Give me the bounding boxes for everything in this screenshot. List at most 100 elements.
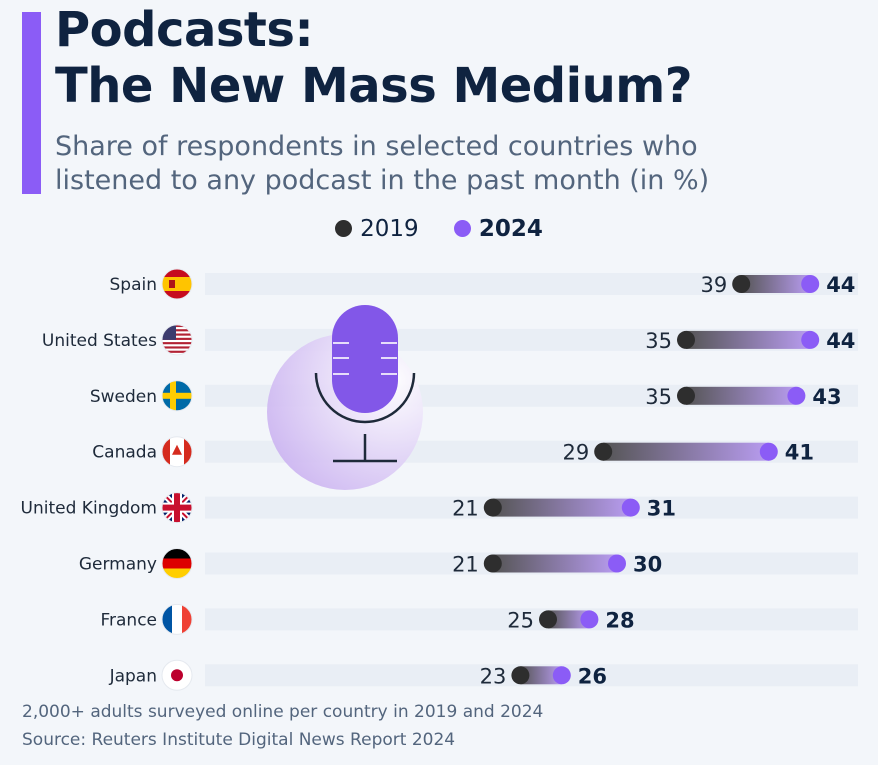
dumbbell-bar xyxy=(520,666,562,685)
flag-part xyxy=(162,324,192,328)
title-line-2: The New Mass Medium? xyxy=(55,58,693,114)
dot-2024 xyxy=(580,610,599,629)
flag-part xyxy=(162,558,192,569)
dot-2019 xyxy=(677,386,695,405)
japan-flag-icon xyxy=(162,660,192,691)
flag-border xyxy=(161,603,193,635)
legend-dot-2019 xyxy=(335,220,353,237)
row-track xyxy=(205,273,858,295)
flag-border xyxy=(161,548,193,579)
legend-label-2019: 2019 xyxy=(360,216,419,242)
dumbbell-bar xyxy=(492,554,617,573)
chart-subtitle: Share of respondents in selected countri… xyxy=(55,130,709,198)
uk-flag-icon xyxy=(162,492,192,523)
flag-border xyxy=(161,268,193,300)
dot-2019 xyxy=(677,330,695,349)
category-label: Canada xyxy=(92,443,157,463)
dot-2024 xyxy=(787,386,806,405)
flag-part xyxy=(162,277,192,291)
dumbbell-bar xyxy=(492,498,631,517)
spain-flag-icon xyxy=(162,269,192,299)
footer-source: Source: Reuters Institute Digital News R… xyxy=(22,730,456,750)
category-label: United States xyxy=(42,331,157,351)
legend-dot-2024 xyxy=(453,220,471,237)
dumbbell-bar xyxy=(548,610,590,629)
value-label-2024: 44 xyxy=(826,273,855,297)
value-label-2019: 21 xyxy=(452,497,479,521)
flag-border xyxy=(161,659,193,691)
canada-flag-icon xyxy=(162,436,192,467)
flag-part xyxy=(182,604,192,635)
dot-2019 xyxy=(483,554,502,573)
flag-part xyxy=(162,337,192,340)
flag-part xyxy=(162,346,192,349)
dumbbell-bar xyxy=(741,275,811,293)
value-label-2024: 44 xyxy=(826,329,855,353)
category-label: France xyxy=(100,610,157,630)
dot-2019 xyxy=(594,442,613,461)
value-label-2024: 43 xyxy=(812,385,841,409)
dumbbell-bar xyxy=(686,330,811,349)
dumbbell-bar xyxy=(603,442,769,461)
footer-note: 2,000+ adults surveyed online per countr… xyxy=(22,702,544,722)
value-label-2019: 29 xyxy=(562,441,589,465)
france-flag-icon xyxy=(162,604,192,635)
category-label: Japan xyxy=(109,666,157,686)
flag-part xyxy=(171,669,183,682)
legend-item-2024: 2024 xyxy=(453,216,543,242)
flag-part xyxy=(184,436,192,467)
flag-part xyxy=(162,350,192,353)
value-label-2019: 25 xyxy=(507,608,534,632)
row-track xyxy=(205,608,858,631)
subtitle-line-1: Share of respondents in selected countri… xyxy=(55,131,698,162)
legend-item-2019: 2019 xyxy=(335,216,419,242)
flag-part xyxy=(162,342,192,345)
maple-leaf xyxy=(172,444,182,455)
flag-border xyxy=(161,380,193,412)
flag-part xyxy=(169,280,175,288)
value-label-2024: 41 xyxy=(785,441,814,465)
flag-border xyxy=(161,492,193,524)
flag-part xyxy=(162,392,192,399)
dumbbell-bar xyxy=(686,386,797,405)
flag-part xyxy=(162,568,192,579)
category-label: Germany xyxy=(79,555,157,575)
category-label: Spain xyxy=(110,275,158,295)
dot-2024 xyxy=(552,666,571,685)
legend-label-2024: 2024 xyxy=(478,216,543,242)
value-label-2019: 39 xyxy=(700,273,727,297)
flag-part xyxy=(162,436,170,467)
dot-2024 xyxy=(759,442,778,461)
flag-part xyxy=(162,548,192,559)
value-label-2024: 31 xyxy=(647,497,676,521)
value-label-2024: 30 xyxy=(633,553,662,577)
value-label-2019: 23 xyxy=(480,664,507,688)
dot-2024 xyxy=(801,275,820,293)
dot-2019 xyxy=(483,498,502,517)
title-line-1: Podcasts: xyxy=(55,2,314,58)
value-label-2019: 35 xyxy=(645,385,672,409)
dot-2024 xyxy=(608,554,626,573)
legend: 2019 2024 xyxy=(0,216,878,242)
flag-part xyxy=(170,380,176,411)
flag-border xyxy=(161,324,193,356)
value-label-2024: 26 xyxy=(578,664,607,688)
dot-2024 xyxy=(621,498,640,517)
germany-flag-icon xyxy=(162,548,192,579)
flag-part xyxy=(162,333,192,336)
chart-title: Podcasts: The New Mass Medium? xyxy=(55,2,693,114)
flag-part xyxy=(162,329,192,332)
sweden-flag-icon xyxy=(162,380,192,411)
dot-2019 xyxy=(539,610,557,629)
accent-bar xyxy=(22,12,41,194)
flag-part xyxy=(174,492,180,523)
dot-2024 xyxy=(801,330,820,349)
value-label-2019: 21 xyxy=(452,553,479,577)
dot-2019 xyxy=(511,666,530,685)
flag-part xyxy=(172,604,182,635)
subtitle-line-2: listened to any podcast in the past mont… xyxy=(55,165,710,196)
microphone-icon xyxy=(267,305,423,490)
value-label-2024: 28 xyxy=(605,608,634,632)
